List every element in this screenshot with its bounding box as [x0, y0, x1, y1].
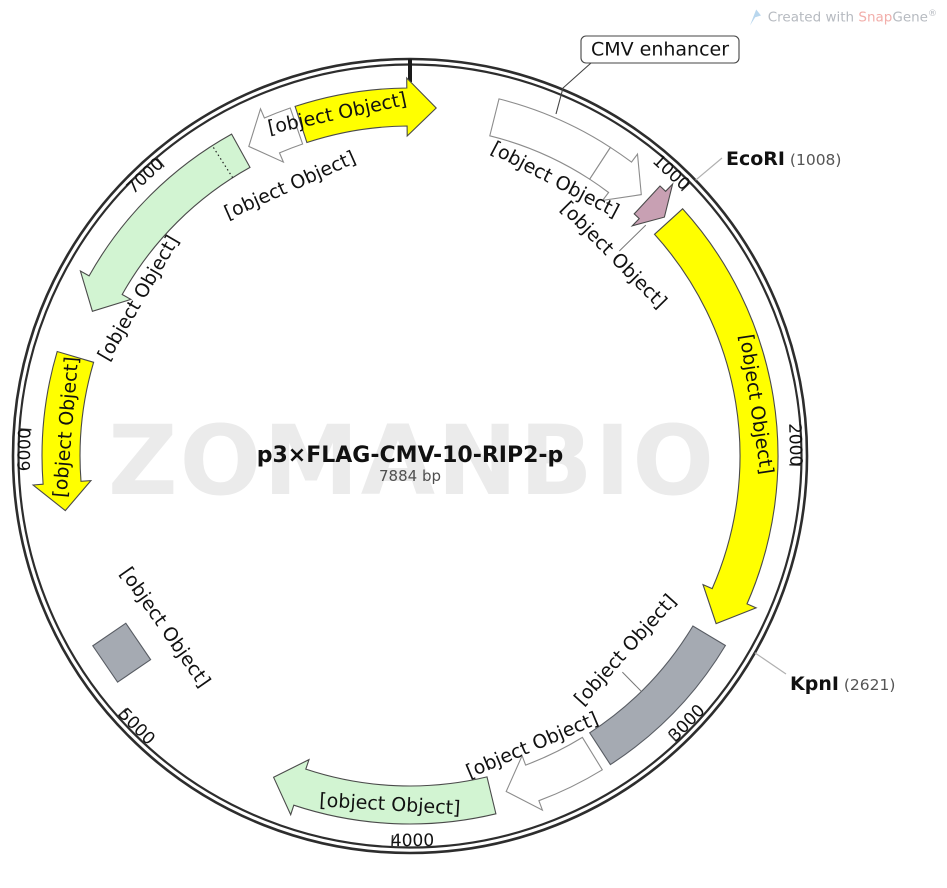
enzyme-label-ecori: EcoRI (1008)	[726, 148, 841, 170]
tick-label-6000: 6000	[15, 428, 36, 472]
feature-hgh-polya	[588, 625, 727, 766]
feature-cmv-promoter	[588, 146, 642, 202]
feature-callout-cmv-enhancer	[555, 62, 592, 115]
credit-brand-snap: Snap	[858, 9, 893, 26]
tick-4000	[391, 835, 394, 848]
tick-6000	[19, 428, 32, 431]
credit-brand-gene: Gene	[892, 9, 928, 26]
tick-1000	[680, 181, 691, 192]
plasmid-length: 7884 bp	[379, 467, 441, 485]
tick-5000	[117, 707, 128, 718]
feature-rip2-p	[653, 208, 779, 625]
tick-3000	[668, 732, 678, 743]
snapgene-logo-icon	[749, 9, 761, 26]
credit-text: Created with SnapGene®	[768, 9, 937, 26]
enzyme-label-kpni: KpnI (2621)	[790, 673, 895, 695]
feature-sv40-promoter	[505, 736, 604, 812]
enzyme-callout-ecori	[695, 157, 723, 181]
enzyme-callout-kpni	[754, 652, 787, 675]
feature-flag-3x	[630, 182, 674, 227]
feature-sv40-polya	[92, 622, 152, 683]
tick-label-2000: 2000	[784, 423, 805, 467]
tick-7000	[155, 157, 165, 168]
feature-neo	[272, 758, 497, 825]
feature-callout-hgh-polya	[622, 671, 642, 692]
feature-label-box-cmv-enhancer	[580, 35, 740, 64]
snapgene-credit: Created with SnapGene®	[749, 9, 937, 26]
tick-label-4000: 4000	[391, 831, 434, 851]
credit-created-with: Created with	[767, 9, 859, 26]
feature-callout-flag-3x	[618, 224, 647, 252]
feature-ampr	[79, 133, 251, 312]
feature-label-cmv-enhancer: CMV enhancer	[591, 39, 729, 61]
watermark: ZOMANBIO	[108, 405, 716, 517]
feature-f1-ori	[294, 76, 437, 144]
feature-ori	[31, 350, 95, 512]
credit-registered-mark: ®	[928, 9, 937, 20]
feature-ampr-promoter	[248, 107, 304, 164]
plasmid-title: p3×FLAG-CMV-10-RIP2-p	[257, 443, 564, 468]
